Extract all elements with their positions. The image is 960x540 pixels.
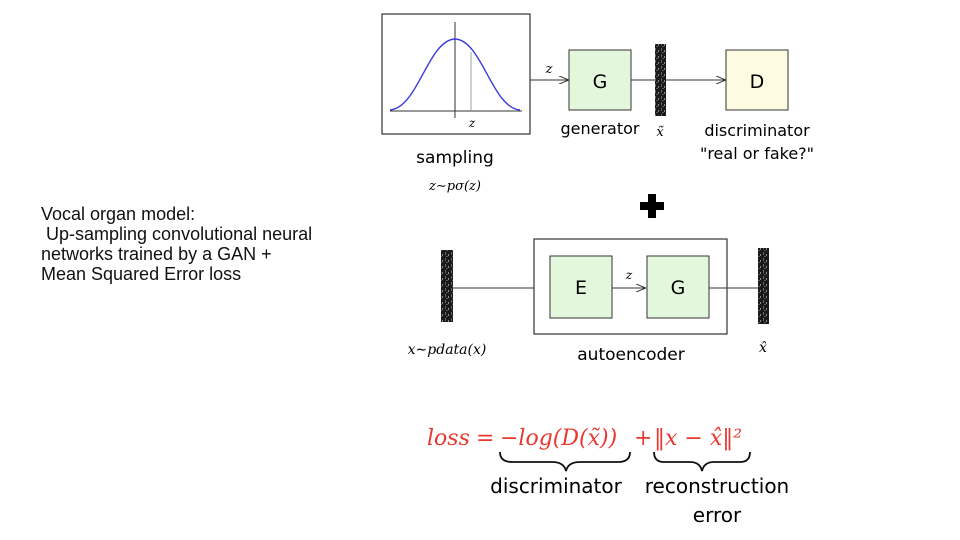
description-line: networks trained by a GAN +: [41, 244, 272, 264]
plus-icon: [640, 194, 664, 218]
discriminator-term-label: discriminator: [490, 474, 622, 498]
discriminator-underbrace: [499, 451, 631, 472]
decoder-generator-block: [646, 255, 710, 319]
sampling-panel: z: [381, 13, 531, 135]
reconstruction-underbrace: [653, 451, 751, 472]
sampling-box: [381, 13, 531, 135]
generator-block-label: G: [593, 71, 608, 93]
output-spectrogram: [758, 248, 769, 324]
sampling-formula: z∼pσ(z): [428, 179, 481, 194]
reconstruction-term-label: reconstruction: [645, 474, 789, 498]
autoencoder-label: autoencoder: [577, 345, 684, 365]
loss-term-reconstruction: ‖x − x̂‖²: [654, 426, 742, 451]
input-spectrogram: [441, 250, 453, 322]
discriminator-block: [725, 49, 789, 111]
encoder-block-label: E: [575, 277, 587, 299]
encoder-block: [549, 255, 613, 319]
discriminator-label: discriminator: [704, 121, 810, 140]
description-text: Vocal organ model: Up-sampling convoluti…: [41, 204, 312, 284]
latent-arrow-label: z: [545, 62, 553, 77]
input-distribution-label: x∼pdata(x): [408, 342, 487, 358]
latent-label: z: [625, 268, 633, 282]
generator-label: generator: [560, 119, 639, 138]
discriminator-question: "real or fake?": [700, 144, 814, 163]
loss-formula: loss = −log(D(x̃)) + ‖x − x̂‖²: [427, 426, 742, 451]
sampling-label: sampling: [416, 148, 494, 168]
discriminator-block-label: D: [750, 71, 765, 93]
gaussian-curve: [389, 38, 521, 111]
loss-term-discriminator: −log(D(x̃)): [500, 426, 617, 451]
generated-spectrogram: [655, 44, 666, 116]
description-line: Up-sampling convolutional neural: [41, 224, 313, 244]
loss-plus: +: [634, 426, 652, 451]
loss-lhs: loss: [427, 426, 470, 451]
description-line: Mean Squared Error loss: [41, 264, 242, 284]
description-line: Vocal organ model:: [41, 204, 196, 224]
output-label: x̂: [759, 340, 767, 356]
decoder-generator-block-label: G: [671, 277, 686, 299]
reconstruction-term-label-line2: error: [693, 503, 742, 527]
generated-sample-label: x̃: [656, 125, 664, 140]
loss-equals: =: [476, 426, 494, 451]
axis-label-z: z: [468, 116, 476, 130]
